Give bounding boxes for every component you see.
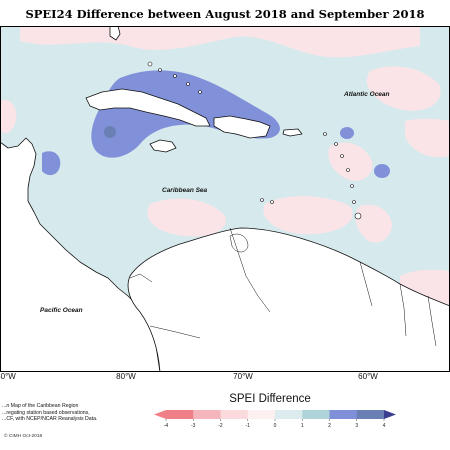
longitude-label-1: 80°W xyxy=(0,372,16,381)
legend-tick-label: 2 xyxy=(328,423,331,429)
land-south-america xyxy=(127,227,450,372)
border-guyana-suriname xyxy=(399,283,407,337)
border-colombia-venezuela xyxy=(229,227,271,313)
positive-region-antilles xyxy=(374,164,390,178)
island-lesser-antilles-2 xyxy=(334,142,338,146)
negative-region-east-caribbean xyxy=(263,196,353,235)
negative-region-west-island xyxy=(0,99,17,134)
border-panama-colombia xyxy=(129,273,153,283)
credits-line-3: ...CF, with NCEP/NCAR Reanalysis Data. xyxy=(2,416,98,423)
legend-bin xyxy=(220,410,249,419)
negative-region-lesser-antilles xyxy=(328,142,373,181)
positive-region-yucatan-channel xyxy=(42,151,61,176)
land-jamaica xyxy=(149,139,177,153)
legend-bin xyxy=(193,410,221,419)
legend-tick-label: 4 xyxy=(383,423,386,429)
map-title: SPEI24 Difference between August 2018 an… xyxy=(25,7,425,21)
legend-arrow-left xyxy=(154,410,166,419)
small-islands xyxy=(147,61,362,220)
border-venezuela-guyana xyxy=(359,261,373,307)
legend-bin xyxy=(166,410,194,419)
island-bahamas-3 xyxy=(173,74,177,78)
island-trinidad xyxy=(354,212,362,220)
negative-region-east-edge xyxy=(405,118,450,158)
legend-bin xyxy=(356,410,385,419)
island-lesser-antilles-5 xyxy=(350,184,354,188)
border-colombia-ecuador xyxy=(149,325,201,339)
legend-bin xyxy=(247,410,276,419)
map-credits: ...n Map of the Caribbean Region ...rega… xyxy=(2,403,97,423)
label-caribbean-sea: Caribbean Sea xyxy=(162,187,208,194)
longitude-label-3: 70°W xyxy=(233,372,253,381)
border-suriname-guiana xyxy=(427,295,437,347)
island-lesser-antilles-1 xyxy=(323,132,327,136)
legend-arrow-right xyxy=(384,410,396,419)
copyright-text: © CIMH Oct-2018 xyxy=(4,434,43,439)
spei-map: Atlantic Ocean Caribbean Sea Pacific Oce… xyxy=(0,26,450,372)
color-legend: -4 -3 -2 -1 0 1 2 3 4 xyxy=(154,410,396,429)
legend-bins xyxy=(154,410,396,419)
legend-title: SPEI Difference xyxy=(229,393,311,405)
border-lake-maracaibo xyxy=(229,233,249,253)
longitude-label-4: 60°W xyxy=(358,372,378,381)
land-puerto-rico xyxy=(282,128,303,137)
label-pacific-ocean: Pacific Ocean xyxy=(40,307,83,314)
island-aruba xyxy=(260,198,264,202)
label-atlantic-ocean: Atlantic Ocean xyxy=(343,91,390,98)
land-hispaniola xyxy=(213,115,271,139)
island-bahamas-4 xyxy=(186,82,190,86)
island-bahamas-1 xyxy=(147,61,153,67)
credits-line-2: ...regating station based observations, xyxy=(2,409,90,416)
legend-tick-label: -4 xyxy=(164,423,169,429)
land-florida xyxy=(109,26,121,41)
legend-tick-label: 0 xyxy=(274,423,277,429)
legend-tick-label: -2 xyxy=(218,423,223,429)
legend-tick-label: -3 xyxy=(191,423,196,429)
island-lesser-antilles-4 xyxy=(346,168,350,172)
negative-region-southeast xyxy=(355,204,392,243)
positive-region-bahamas-east xyxy=(340,127,354,139)
legend-ticks: -4 -3 -2 -1 0 1 2 3 4 xyxy=(164,419,386,429)
land-masses xyxy=(0,26,450,372)
legend-bin xyxy=(275,410,303,419)
legend-bin xyxy=(329,410,358,419)
negative-region-northeast xyxy=(366,66,441,111)
legend-tick-label: 3 xyxy=(355,423,358,429)
negative-region-central xyxy=(147,198,226,237)
legend-tick-label: 1 xyxy=(301,423,304,429)
place-labels: Atlantic Ocean Caribbean Sea Pacific Oce… xyxy=(40,91,390,314)
island-bahamas-2 xyxy=(158,68,162,72)
island-lesser-antilles-6 xyxy=(352,200,356,204)
island-curacao xyxy=(270,200,274,204)
island-lesser-antilles-3 xyxy=(340,154,344,158)
land-cuba xyxy=(85,88,211,127)
country-borders xyxy=(129,227,437,347)
positive-core-cuba xyxy=(104,126,116,138)
legend-tick-label: -1 xyxy=(246,423,251,429)
credits-line-1: ...n Map of the Caribbean Region xyxy=(2,403,79,409)
longitude-label-2: 80°W xyxy=(116,372,136,381)
legend-bin xyxy=(302,410,330,419)
island-bahamas-5 xyxy=(198,90,202,94)
